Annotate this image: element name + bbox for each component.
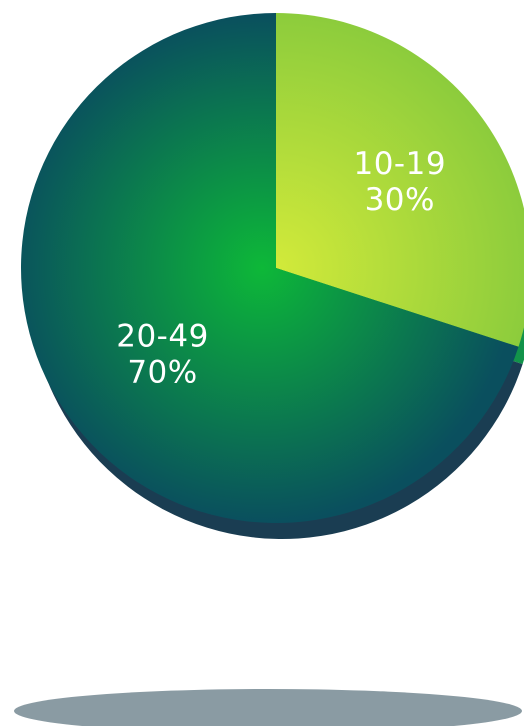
pie-slice-1 [21, 13, 519, 524]
slice-label-category-1: 20-49 [116, 318, 209, 354]
pie-labels: 10-19 30% 20-49 70% [116, 146, 446, 390]
slice-label-percent-0: 30% [365, 182, 435, 218]
pie-slice-0 [276, 13, 524, 347]
slice-label-percent-1: 70% [127, 354, 197, 390]
slice-label-category-0: 10-19 [353, 146, 446, 182]
pie-slices [21, 13, 524, 524]
floor-shadow [14, 689, 522, 726]
